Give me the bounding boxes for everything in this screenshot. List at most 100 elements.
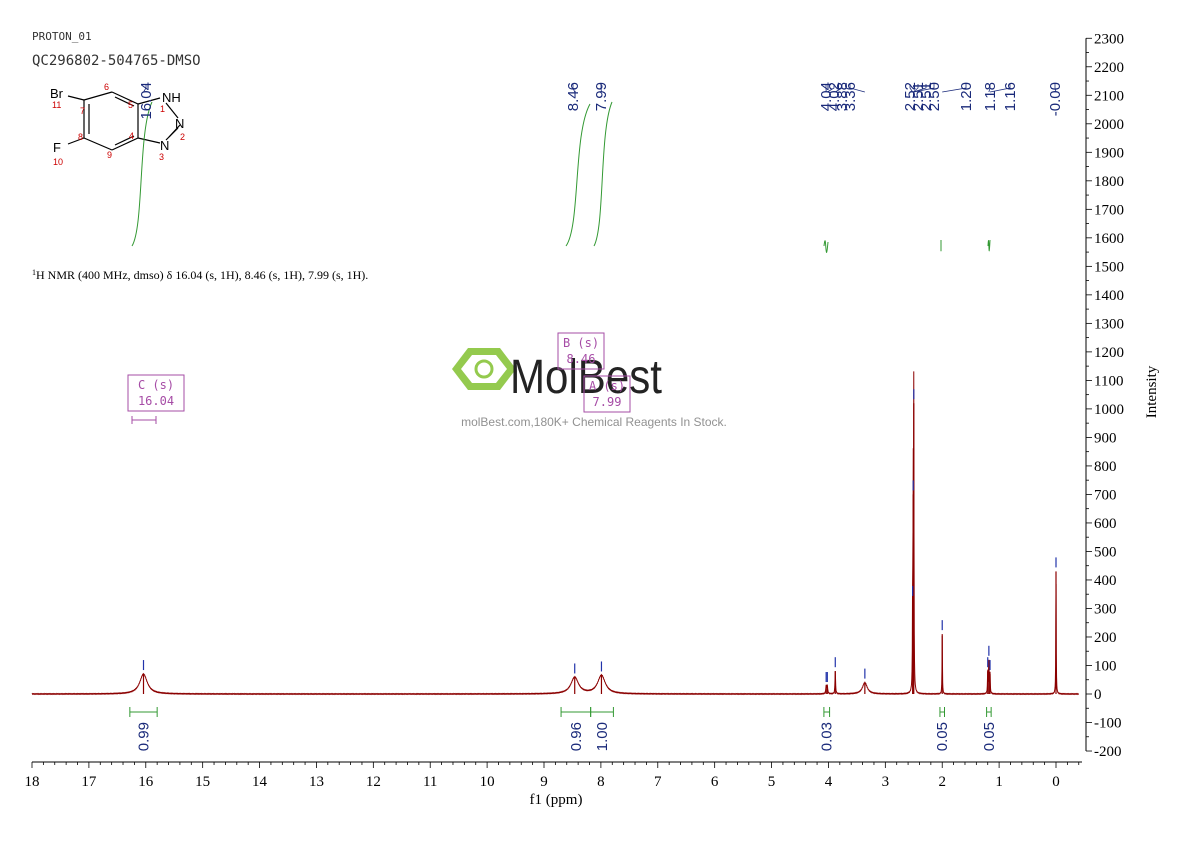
integral-value: 0.05 [981,722,998,751]
peak-markers [142,389,1057,683]
svg-text:7: 7 [80,106,85,116]
y-tick-label: 1700 [1094,202,1124,218]
svg-text:Br: Br [50,86,64,101]
y-tick-label: -200 [1094,744,1122,760]
spectrum-trace [31,371,1079,696]
integrals: 0.99 0.96 1.00 0.03 0.05 0.05 [129,707,998,751]
experiment-label: PROTON_01 [32,30,92,43]
x-tick-label: 16 [138,774,154,790]
peak-label-leader [912,84,919,93]
y-tick-label: 200 [1094,630,1117,646]
peak-label: 4.02 [826,82,843,111]
peak-label-leader [143,84,147,93]
molecule-structure [67,91,181,151]
sample-label: QC296802-504765-DMSO [32,53,201,69]
y-tick-label: 1300 [1094,316,1124,332]
svg-text:N: N [175,116,184,131]
y-tick-label: 1900 [1094,145,1124,161]
svg-text:2: 2 [180,132,185,142]
x-tick-label: 8 [597,774,605,790]
peak-label: 16.04 [138,82,155,120]
x-tick-label: 17 [81,774,97,790]
svg-text:4: 4 [129,131,134,141]
x-tick-label: 11 [423,774,437,790]
svg-text:NH: NH [162,90,181,105]
y-tick-label: 700 [1094,487,1117,503]
y-tick-label: 2200 [1094,60,1124,76]
integral-value: 0.96 [568,722,585,751]
peak-label: 4.04 [818,82,835,111]
watermark-brand: MolBest [510,351,662,404]
nmr-summary: 1H NMR (400 MHz, dmso) δ 16.04 (s, 1H), … [32,268,368,282]
x-tick-label: 4 [825,774,833,790]
x-tick-label: 7 [654,774,662,790]
spectrum-line [31,371,1079,696]
integral-curves [131,101,991,253]
integral-curve [593,101,613,247]
x-axis: 18 17 16 15 14 13 12 11 10 9 8 7 6 5 4 3 2 1 0 [25,761,1082,790]
x-tick-label: 13 [309,774,324,790]
y-tick-label: 1400 [1094,288,1124,304]
peak-label: 3.88 [834,82,851,111]
peak-label-leader [913,84,927,93]
svg-text:11: 11 [52,100,61,110]
y-tick-label: 500 [1094,544,1117,560]
molecule-labels: Br 11 6 NH 1 7 5 N 2 8 4 N 3 F 10 9 [50,82,185,167]
y-tick-label: 400 [1094,573,1117,589]
y-axis: -200 -100 0 100 200 300 400 500 600 700 800 900 1000… [1085,31,1124,760]
y-tick-label: 2300 [1094,31,1124,47]
svg-text:1: 1 [160,104,165,114]
x-tick-label: 0 [1052,774,1060,790]
y-tick-label: 1000 [1094,402,1124,418]
peak-label: -0.00 [1047,82,1064,116]
integral-value: 1.00 [594,722,611,751]
integral-value: 0.03 [819,722,836,751]
multiplet-shift: 8.46 [567,352,596,366]
svg-text:9: 9 [107,150,112,160]
hexagon-logo-icon [452,348,516,390]
watermark-tagline: molBest.com,180K+ Chemical Reagents In S… [461,415,727,429]
x-tick-label: 1 [995,774,1003,790]
x-tick-label: 14 [252,774,268,790]
peak-labels: 16.04 8.46 7.99 4.044.023.883.36 2.522.512.5… [138,82,1064,120]
peak-label: 3.36 [842,82,859,111]
peak-label-leader [835,84,843,93]
peak-label-leader [572,84,576,93]
peak-label: 2.50 [926,82,943,111]
multiplet-shift: 7.99 [593,395,622,409]
integral-curve [565,103,591,247]
multiplet-box [127,374,185,412]
multiplet-box [583,375,631,413]
multiplet-shift: 16.04 [138,394,174,408]
svg-text:5: 5 [128,100,133,110]
peak-label-leader [913,84,935,93]
y-tick-label: 2000 [1094,117,1124,133]
x-tick-label: 6 [711,774,719,790]
peak-label-leader [988,84,991,93]
multiplet-name: A (s) [589,379,625,393]
watermark: MolBest molBest.com,180K+ Chemical Reage… [452,348,727,429]
y-tick-label: 900 [1094,430,1117,446]
multiplet-box [557,332,605,370]
peak-label-leader [827,84,835,93]
svg-text:F: F [53,140,61,155]
peak-label-leader [942,84,967,93]
peak-label-leader [849,84,865,93]
peak-label-leader [1054,84,1057,93]
integral-value: 0.05 [934,722,951,751]
multiplet-boxes: C (s) 16.04 B (s) 8.46 A (s) 7.99 [127,332,631,424]
peak-label: 8.46 [565,82,582,111]
x-tick-label: 2 [938,774,946,790]
x-tick-label: 9 [540,774,548,790]
peak-label: 1.16 [1002,82,1019,111]
y-tick-label: 1800 [1094,174,1124,190]
svg-text:6: 6 [104,82,109,92]
peak-label-leader [989,84,1011,93]
svg-text:10: 10 [53,157,63,167]
peak-label: 1.18 [982,82,999,111]
integral-curve [131,101,153,247]
peak-label-leader [909,84,913,93]
svg-text:3: 3 [159,152,164,162]
x-axis-label: f1 (ppm) [530,792,583,808]
